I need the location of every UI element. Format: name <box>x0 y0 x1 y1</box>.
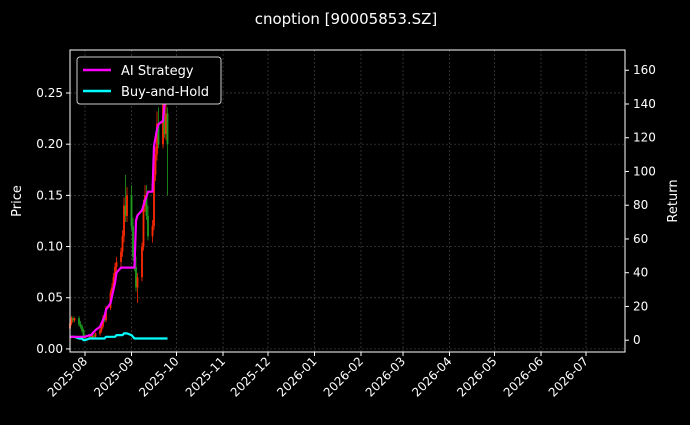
y-right-tick-label: 100 <box>633 164 656 178</box>
y-right-tick-label: 160 <box>633 63 656 77</box>
candle-body <box>90 336 92 338</box>
x-axis: 2025-08 2025-09 2025-10 2025-11 2025-12 2026-… <box>45 352 591 400</box>
plot-frame <box>69 49 626 353</box>
candle-body <box>157 123 160 145</box>
candle-body <box>123 205 125 237</box>
x-tick-label: 2025-11 <box>183 354 228 399</box>
candle-body <box>151 226 154 237</box>
y-right-tick-label: 140 <box>633 97 656 111</box>
y-axis-right-label: Return <box>666 179 681 222</box>
candle-body <box>153 174 155 227</box>
legend: AI Strategy Buy-and-Hold <box>76 56 222 105</box>
candle-body <box>147 215 149 237</box>
candle-body <box>121 236 124 252</box>
x-tick-label: 2025-08 <box>45 354 90 399</box>
candle-body <box>82 330 85 337</box>
x-tick-label: 2026-01 <box>274 354 319 399</box>
candle-body <box>100 326 103 331</box>
candle-body <box>91 335 94 338</box>
candle-body <box>70 318 73 324</box>
candle-body <box>114 267 116 278</box>
x-tick-label: 2026-05 <box>454 354 499 399</box>
ai-strategy-line <box>70 78 169 338</box>
y-left-tick-label: 0.15 <box>36 188 63 202</box>
y-right-tick-label: 0 <box>633 333 641 347</box>
buy-and-hold-line <box>70 332 168 342</box>
y-right-tick-label: 40 <box>633 266 648 280</box>
y-right-tick-label: 60 <box>633 232 648 246</box>
candle-body <box>78 318 80 325</box>
series-lines <box>70 78 169 342</box>
candle-body <box>81 326 83 331</box>
y-axis-right: 0 20 40 60 80 100 120 140 160 <box>625 63 656 347</box>
legend-label-buy-and-hold: Buy-and-Hold <box>121 85 209 100</box>
y-left-tick-label: 0.05 <box>36 291 63 305</box>
y-left-tick-label: 0.10 <box>36 240 63 254</box>
x-tick-label: 2025-09 <box>91 354 136 399</box>
candle-body <box>132 226 134 257</box>
candle-body <box>115 261 118 268</box>
candle-body <box>112 277 115 288</box>
chart-title: cnoption [90005853.SZ] <box>255 10 438 28</box>
candle-body <box>145 195 148 216</box>
candle-body <box>130 195 133 227</box>
candle-body <box>156 123 158 155</box>
y-left-tick-label: 0.25 <box>36 86 63 100</box>
candle-body <box>136 277 139 288</box>
candle-body <box>99 330 101 334</box>
candle-body <box>141 246 143 278</box>
candle-body <box>154 154 157 175</box>
y-right-tick-label: 20 <box>633 299 648 313</box>
x-tick-label: 2026-02 <box>321 354 366 399</box>
candle-body <box>120 251 122 262</box>
candle-body <box>79 324 82 327</box>
x-tick-label: 2026-04 <box>409 354 454 399</box>
legend-box <box>76 56 222 105</box>
y-right-tick-label: 80 <box>633 198 648 212</box>
candle-body <box>111 287 113 293</box>
x-tick-label: 2026-03 <box>363 354 408 399</box>
candle-body <box>166 113 169 145</box>
y-right-tick-label: 120 <box>633 131 656 145</box>
candle-body <box>73 318 76 321</box>
y-axis-left-label: Price <box>10 185 25 217</box>
x-tick-label: 2025-12 <box>228 354 273 399</box>
candle-body <box>135 267 137 288</box>
legend-label-ai-strategy: AI Strategy <box>121 64 194 79</box>
candle-body <box>124 205 127 216</box>
candle-body <box>142 205 145 247</box>
x-tick-label: 2026-06 <box>501 354 546 399</box>
y-left-tick-label: 0.20 <box>36 137 63 151</box>
candle-body <box>72 318 74 321</box>
x-tick-label: 2025-10 <box>136 354 181 399</box>
candle-body <box>126 195 128 216</box>
candle-body <box>93 335 95 337</box>
y-axis-left: 0.00 0.05 0.10 0.15 0.20 0.25 <box>36 86 70 356</box>
candle-body <box>165 113 167 134</box>
candle-body <box>94 333 97 337</box>
x-tick-label: 2026-07 <box>546 354 591 399</box>
candles <box>69 74 169 340</box>
y-left-tick-label: 0.00 <box>36 342 63 356</box>
